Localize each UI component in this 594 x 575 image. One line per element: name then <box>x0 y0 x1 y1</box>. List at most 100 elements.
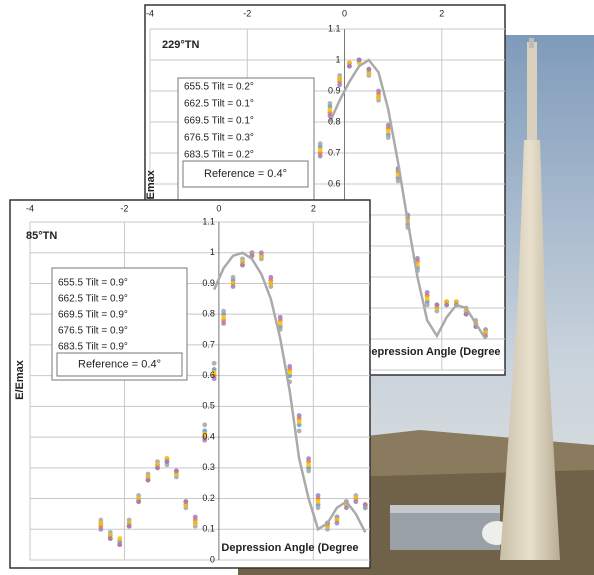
x-tick-label: -4 <box>26 203 34 213</box>
data-point <box>193 521 198 526</box>
data-point <box>306 456 311 461</box>
data-point <box>353 499 358 504</box>
data-point <box>363 502 368 507</box>
legend-entry: 669.5 Tilt = 0.9° <box>58 310 128 321</box>
y-tick-label: 0.3 <box>202 462 215 472</box>
data-point <box>366 67 371 72</box>
y-tick-label: 0.9 <box>328 85 341 95</box>
legend-entry: 683.5 Tilt = 0.2° <box>184 150 254 161</box>
legend-entry: 676.5 Tilt = 0.9° <box>58 326 128 337</box>
data-point <box>98 527 103 532</box>
x-tick-label: -2 <box>243 8 251 18</box>
data-point <box>425 303 430 308</box>
data-point <box>174 468 179 473</box>
data-point <box>328 107 333 112</box>
x-tick-label: 2 <box>439 8 444 18</box>
data-point <box>221 315 226 320</box>
data-point <box>146 478 151 483</box>
legend-entry: 655.5 Tilt = 0.9° <box>58 278 128 289</box>
data-point <box>117 542 122 547</box>
data-point <box>212 361 217 366</box>
data-point <box>318 148 323 153</box>
data-point <box>376 95 381 100</box>
y-tick-label: 0 <box>210 554 215 564</box>
data-point <box>376 89 381 94</box>
data-point <box>297 419 302 424</box>
y-tick-label: 0.2 <box>202 493 215 503</box>
data-point <box>193 515 198 520</box>
x-tick-label: -2 <box>120 203 128 213</box>
data-point <box>357 58 362 63</box>
legend-entry: 669.5 Tilt = 0.1° <box>184 116 254 127</box>
composite: -4 -2 0 2 0 0.1 0.2 0.3 0.4 0.5 0.6 0.7 0.8 0.9 1 1.1 22… <box>0 0 594 575</box>
x-tick-label: -4 <box>146 8 154 18</box>
panel-frame <box>10 200 370 568</box>
chart-title: 229°TN <box>162 39 199 51</box>
y-tick-label: 0.7 <box>328 147 341 157</box>
data-point <box>287 364 292 369</box>
data-point <box>425 296 430 301</box>
data-point <box>278 315 283 320</box>
data-point <box>231 275 236 280</box>
legend-entry: 662.5 Tilt = 0.1° <box>184 99 254 110</box>
data-point <box>425 290 430 295</box>
data-point <box>183 499 188 504</box>
data-point <box>117 536 122 541</box>
data-point <box>415 256 420 261</box>
data-point <box>127 524 132 529</box>
data-point <box>268 275 273 280</box>
data-point <box>318 154 323 159</box>
data-point <box>316 499 321 504</box>
data-point <box>344 505 349 510</box>
data-point <box>306 468 311 473</box>
y-tick-label: 0.8 <box>328 116 341 126</box>
y-tick-label: 0.7 <box>202 339 215 349</box>
reference-label: Reference = 0.4° <box>204 168 287 180</box>
data-point <box>287 370 292 375</box>
data-point <box>335 521 340 526</box>
y-tick-label: 1 <box>336 54 341 64</box>
data-point <box>240 263 245 268</box>
x-tick-label: 0 <box>216 203 221 213</box>
data-point <box>221 321 226 326</box>
y-tick-label: 0.1 <box>202 524 215 534</box>
y-tick-label: 0.5 <box>202 401 215 411</box>
data-point <box>386 135 391 140</box>
reference-label: Reference = 0.4° <box>78 358 161 370</box>
y-tick-label: 1.1 <box>328 23 341 33</box>
data-point <box>316 505 321 510</box>
legend-entry: 662.5 Tilt = 0.9° <box>58 294 128 305</box>
data-point <box>435 303 440 308</box>
y-tick-label: 1 <box>210 247 215 257</box>
x-tick-label: 0 <box>342 8 347 18</box>
y-tick-label: 0.6 <box>202 370 215 380</box>
data-point <box>108 536 113 541</box>
x-axis-title: Depression Angle (Degree <box>363 346 500 358</box>
data-point <box>202 422 207 427</box>
data-point <box>386 129 391 134</box>
data-point <box>136 499 141 504</box>
data-point <box>278 321 283 326</box>
y-tick-label: 1.1 <box>202 216 215 226</box>
data-point <box>231 284 236 289</box>
y-tick-label: 0.4 <box>202 431 215 441</box>
y-tick-label: 0.8 <box>202 309 215 319</box>
data-point <box>297 429 302 434</box>
data-point <box>155 465 160 470</box>
data-point <box>98 521 103 526</box>
data-point <box>328 101 333 106</box>
legend-entry: 655.5 Tilt = 0.2° <box>184 82 254 93</box>
data-point <box>316 493 321 498</box>
chart-title: 85°TN <box>26 230 57 242</box>
data-point <box>259 250 264 255</box>
y-tick-label: 0.9 <box>202 278 215 288</box>
x-axis-title: Depression Angle (Degree <box>221 542 358 554</box>
data-point <box>337 76 342 81</box>
y-tick-label: 0.6 <box>328 178 341 188</box>
data-point <box>306 462 311 467</box>
data-point <box>297 413 302 418</box>
data-point <box>444 303 449 308</box>
data-point <box>165 459 170 464</box>
legend-entry: 683.5 Tilt = 0.9° <box>58 342 128 353</box>
